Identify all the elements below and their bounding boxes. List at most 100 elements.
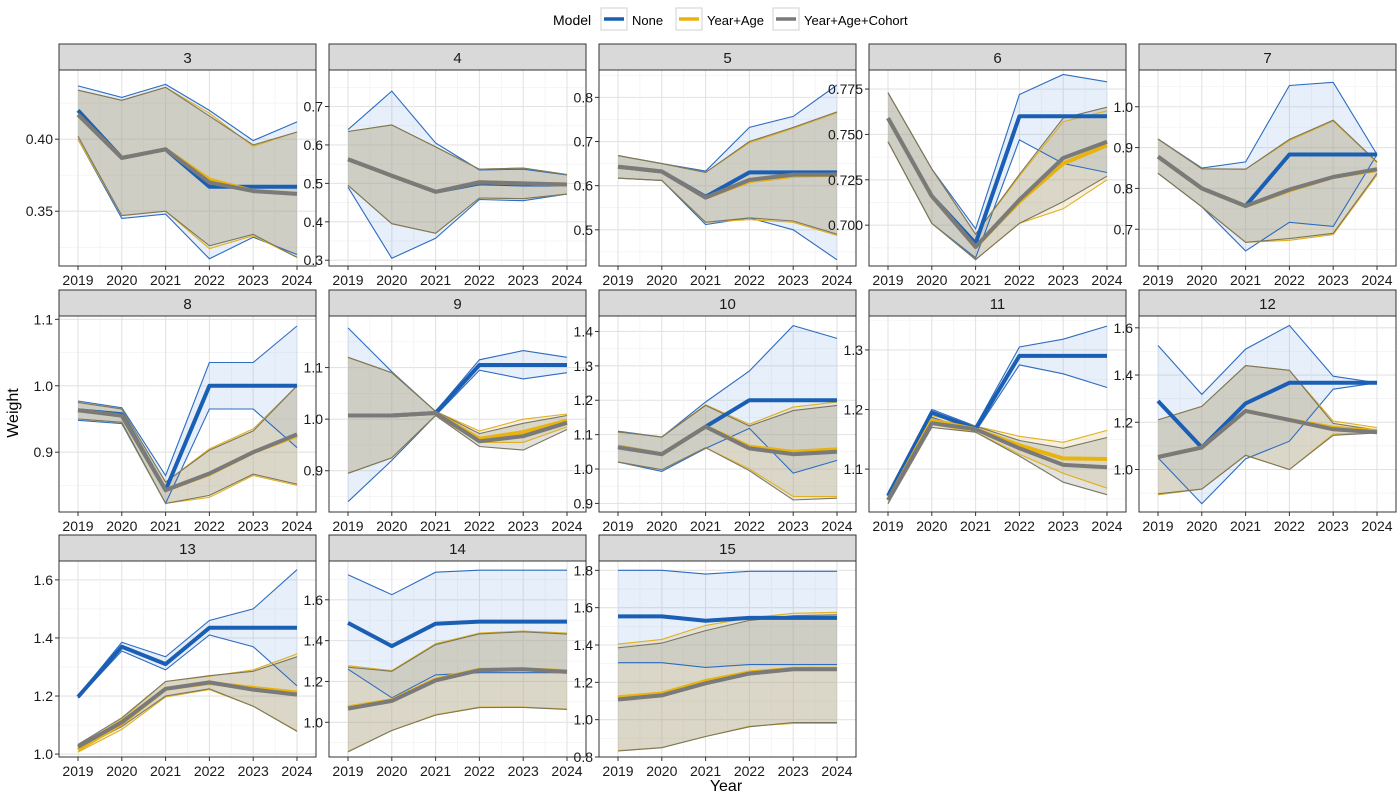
- panel-title: 9: [453, 296, 461, 313]
- panel-title: 15: [719, 541, 736, 558]
- ribbon-year-age: [888, 92, 1107, 260]
- panel-title: 3: [183, 50, 191, 67]
- series-line-year-age-cohort: [76, 113, 298, 196]
- panel-6: 6 0.700 0.725 0.750 0.775 2019 2020 2021 2022 202…: [828, 43, 1127, 288]
- ribbon-year-age: [78, 87, 297, 258]
- y-tick-label: 0.750: [828, 126, 863, 142]
- x-tick-label: 2023: [1318, 272, 1349, 288]
- series-line-year-age-cohort: [617, 164, 837, 200]
- bound-upper-none: [347, 327, 568, 413]
- bound-upper-year-age-cohort: [617, 614, 838, 649]
- series-line-year-age-cohort: [77, 408, 298, 493]
- y-tick-label: 1.2: [574, 392, 594, 408]
- series-line-year-age-cohort: [886, 117, 1108, 249]
- y-tick-label: 1.4: [574, 323, 594, 339]
- panel-strip: [58, 43, 317, 71]
- bound-lower-none: [1157, 382, 1378, 505]
- x-tick-label: 2021: [690, 518, 721, 534]
- legend-entry-year-age-cohort: Year+Age+Cohort: [772, 7, 908, 31]
- panel-border: [598, 560, 857, 758]
- panel-strip: [58, 534, 317, 562]
- panel-12: 12 1.0 1.2 1.4 1.6 2019 2020 2021 2022 2023 2024: [1114, 289, 1397, 534]
- x-tick-label: 2022: [464, 272, 495, 288]
- bound-lower-none: [347, 186, 568, 260]
- panel-strip: [328, 534, 587, 562]
- x-tick-label: 2021: [690, 763, 721, 779]
- panel-border: [328, 69, 587, 267]
- ribbon-none: [348, 570, 567, 698]
- panel-border: [58, 69, 317, 267]
- x-tick-label: 2024: [821, 518, 852, 534]
- x-tick-label: 2023: [508, 272, 539, 288]
- bound-lower-year-age-cohort: [77, 136, 298, 258]
- bound-upper-year-age: [617, 611, 838, 645]
- bound-upper-year-age-cohort: [77, 86, 298, 146]
- ribbon-year-age: [618, 402, 837, 497]
- y-tick-label: 1.0: [34, 378, 54, 394]
- panel-title: 10: [719, 296, 736, 313]
- ribbon-year-age: [348, 357, 567, 474]
- x-tick-label: 2019: [602, 763, 633, 779]
- bound-upper-none: [347, 569, 567, 596]
- ribbon-none: [348, 327, 567, 502]
- x-tick-label: 2024: [1361, 272, 1392, 288]
- series-line-year-age-cohort: [347, 667, 568, 711]
- y-tick-label: 0.9: [304, 463, 324, 479]
- x-tick-label: 2019: [62, 272, 93, 288]
- y-tick-label: 1.2: [34, 688, 54, 704]
- panel-border: [868, 315, 1127, 513]
- x-tick-label: 2020: [646, 763, 677, 779]
- ribbon-none: [78, 84, 297, 259]
- y-tick-label: 1.2: [1114, 414, 1134, 430]
- bound-lower-year-age-cohort: [77, 688, 298, 750]
- y-tick-label: 0.7: [304, 99, 324, 115]
- y-tick-label: 1.6: [34, 572, 54, 588]
- y-tick-label: 1.0: [34, 746, 54, 762]
- x-tick-label: 2019: [332, 763, 363, 779]
- y-tick-label: 0.6: [574, 178, 594, 194]
- bound-upper-none: [347, 90, 568, 176]
- x-tick-label: 2021: [150, 518, 181, 534]
- x-tick-label: 2023: [778, 272, 809, 288]
- x-tick-label: 2022: [194, 272, 225, 288]
- x-tick-label: 2024: [281, 272, 312, 288]
- bound-lower-year-age-cohort: [617, 177, 838, 235]
- panel-strip: [328, 289, 587, 317]
- x-tick-label: 2022: [1274, 272, 1305, 288]
- x-tick-label: 2019: [872, 272, 903, 288]
- bound-lower-year-age-cohort: [617, 721, 837, 752]
- bound-upper-none: [77, 569, 298, 697]
- y-tick-label: 0.9: [574, 495, 594, 511]
- x-tick-label: 2023: [238, 763, 269, 779]
- ribbon-year-age: [348, 631, 567, 752]
- x-tick-label: 2024: [1091, 272, 1122, 288]
- x-tick-label: 2020: [376, 272, 407, 288]
- x-tick-label: 2023: [1318, 518, 1349, 534]
- panel-border: [868, 69, 1127, 267]
- panel-border: [598, 69, 857, 267]
- ribbon-year-age-cohort: [1158, 365, 1377, 494]
- bound-upper-year-age-cohort: [77, 385, 298, 483]
- ribbon-none: [78, 326, 297, 504]
- y-tick-label: 1.0: [574, 461, 594, 477]
- series-line-none: [1156, 380, 1377, 450]
- y-tick-label: 0.9: [34, 444, 54, 460]
- series-line-year-age-cohort: [617, 667, 837, 702]
- y-tick-label: 0.4: [304, 214, 324, 230]
- x-tick-label: 2019: [602, 272, 633, 288]
- series-line-year-age-cohort: [348, 411, 568, 444]
- ribbon-none: [78, 569, 297, 699]
- ribbon-none: [618, 85, 837, 260]
- y-tick-label: 1.0: [304, 714, 324, 730]
- y-tick-label: 0.775: [828, 81, 863, 97]
- x-tick-label: 2022: [194, 518, 225, 534]
- x-tick-label: 2022: [734, 272, 765, 288]
- x-tick-label: 2019: [332, 518, 363, 534]
- bound-lower-none: [347, 369, 568, 503]
- y-tick-label: 0.35: [26, 203, 53, 219]
- y-tick-label: 0.7: [574, 134, 594, 150]
- x-tick-label: 2023: [508, 763, 539, 779]
- bound-lower-year-age-cohort: [347, 706, 568, 753]
- series-line-none: [618, 614, 837, 623]
